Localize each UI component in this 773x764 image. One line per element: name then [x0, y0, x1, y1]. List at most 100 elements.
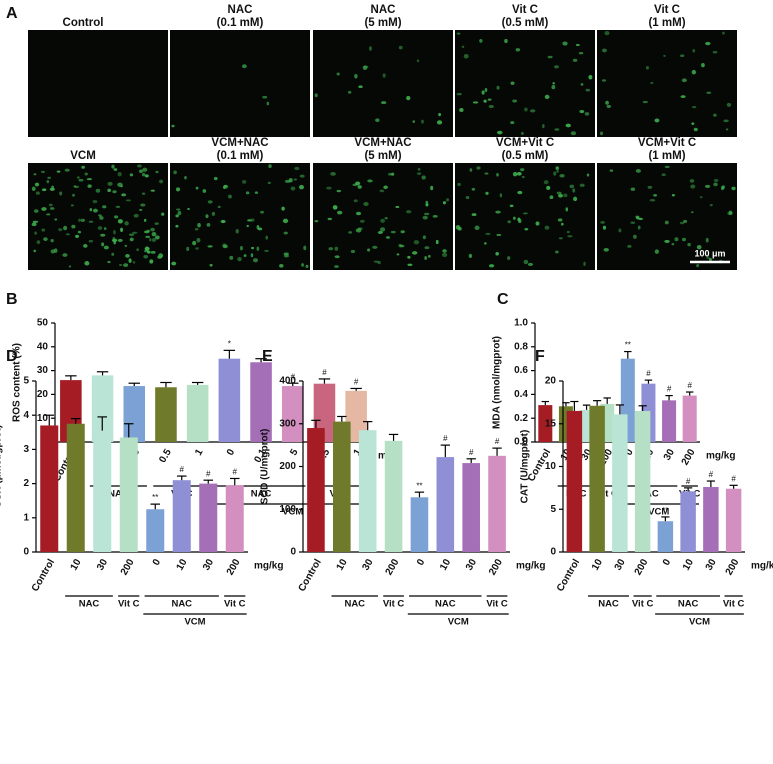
cell [680, 54, 685, 58]
bar [566, 410, 583, 552]
image-label: VCM+NAC [354, 137, 411, 149]
cell [107, 261, 111, 264]
cell [479, 39, 483, 43]
cell [136, 248, 139, 252]
significance: # [667, 385, 672, 394]
cell [143, 218, 147, 222]
cell [176, 187, 181, 192]
cell [139, 169, 143, 174]
group-label: NAC [171, 599, 192, 610]
image-label: (1 mM) [648, 17, 685, 29]
cell [664, 165, 670, 169]
cell [701, 62, 705, 68]
x-tick-label: 5 [288, 447, 301, 458]
x-tick-label: 200 [680, 447, 698, 467]
cell [558, 237, 563, 240]
cell [567, 235, 573, 238]
micrograph [597, 163, 737, 270]
image-label: NAC [228, 4, 253, 16]
cell [41, 188, 47, 192]
cell [563, 193, 568, 198]
cell [113, 168, 118, 171]
significance: ** [625, 341, 631, 350]
cell [88, 220, 94, 223]
cell [103, 245, 109, 250]
cell [59, 191, 63, 196]
cell [487, 98, 492, 101]
cell [661, 173, 666, 177]
cell [373, 260, 379, 263]
cell [242, 180, 247, 184]
significance: # [495, 437, 500, 446]
y-tick-label: 400 [279, 376, 296, 387]
cell [354, 74, 358, 79]
cell [483, 99, 487, 103]
cell [301, 263, 304, 267]
cell [334, 265, 339, 268]
cell [84, 172, 88, 176]
bar [186, 384, 209, 442]
bar [281, 386, 304, 442]
bar [538, 405, 553, 442]
bar [384, 440, 403, 552]
cell [516, 171, 522, 176]
bar [91, 375, 114, 442]
cell [145, 246, 149, 250]
cell [400, 230, 405, 234]
bar [225, 485, 244, 552]
cell [207, 245, 213, 248]
cell [586, 173, 590, 177]
cell [50, 238, 54, 243]
cell [266, 101, 270, 106]
cell [555, 250, 559, 254]
cell [314, 93, 318, 98]
cell [422, 235, 426, 240]
cell [496, 233, 502, 237]
cell [375, 118, 380, 122]
micrograph [455, 163, 595, 270]
cell [243, 254, 247, 257]
cell [542, 123, 545, 129]
cell [305, 264, 309, 268]
cell [521, 131, 524, 135]
cell [469, 168, 473, 172]
cell [633, 234, 637, 239]
cell [674, 237, 679, 242]
micrograph [313, 30, 453, 137]
cell [123, 263, 129, 267]
group-label: NAC [435, 599, 456, 610]
cell [334, 246, 339, 251]
cell [398, 45, 403, 50]
y-axis-title: MDA (nmol/mgprot) [492, 336, 503, 429]
cell [647, 185, 653, 189]
cell [430, 185, 434, 191]
cell [362, 65, 368, 70]
cell [264, 249, 269, 252]
y-tick-label: 10 [545, 461, 557, 472]
bar [93, 430, 112, 552]
x-tick-label: 0 [151, 557, 164, 568]
cell [34, 231, 37, 235]
x-tick-label: 10 [681, 557, 696, 573]
cell [49, 207, 55, 210]
cell [671, 194, 675, 197]
cell [713, 182, 718, 187]
x-tick-label: 10 [175, 557, 190, 573]
x-tick-label: 200 [384, 557, 402, 577]
cell [53, 248, 58, 253]
cell [353, 199, 358, 203]
cell [638, 217, 643, 220]
bar [313, 383, 336, 442]
cell [89, 207, 93, 212]
cell [118, 264, 123, 267]
cell [585, 88, 591, 92]
y-tick-label: 50 [37, 318, 49, 329]
cell [197, 223, 201, 228]
cell [144, 174, 149, 178]
image-label: (0.1 mM) [217, 150, 264, 162]
cell [618, 228, 622, 233]
cell [327, 217, 332, 221]
cell [70, 204, 74, 207]
cell [283, 231, 288, 235]
